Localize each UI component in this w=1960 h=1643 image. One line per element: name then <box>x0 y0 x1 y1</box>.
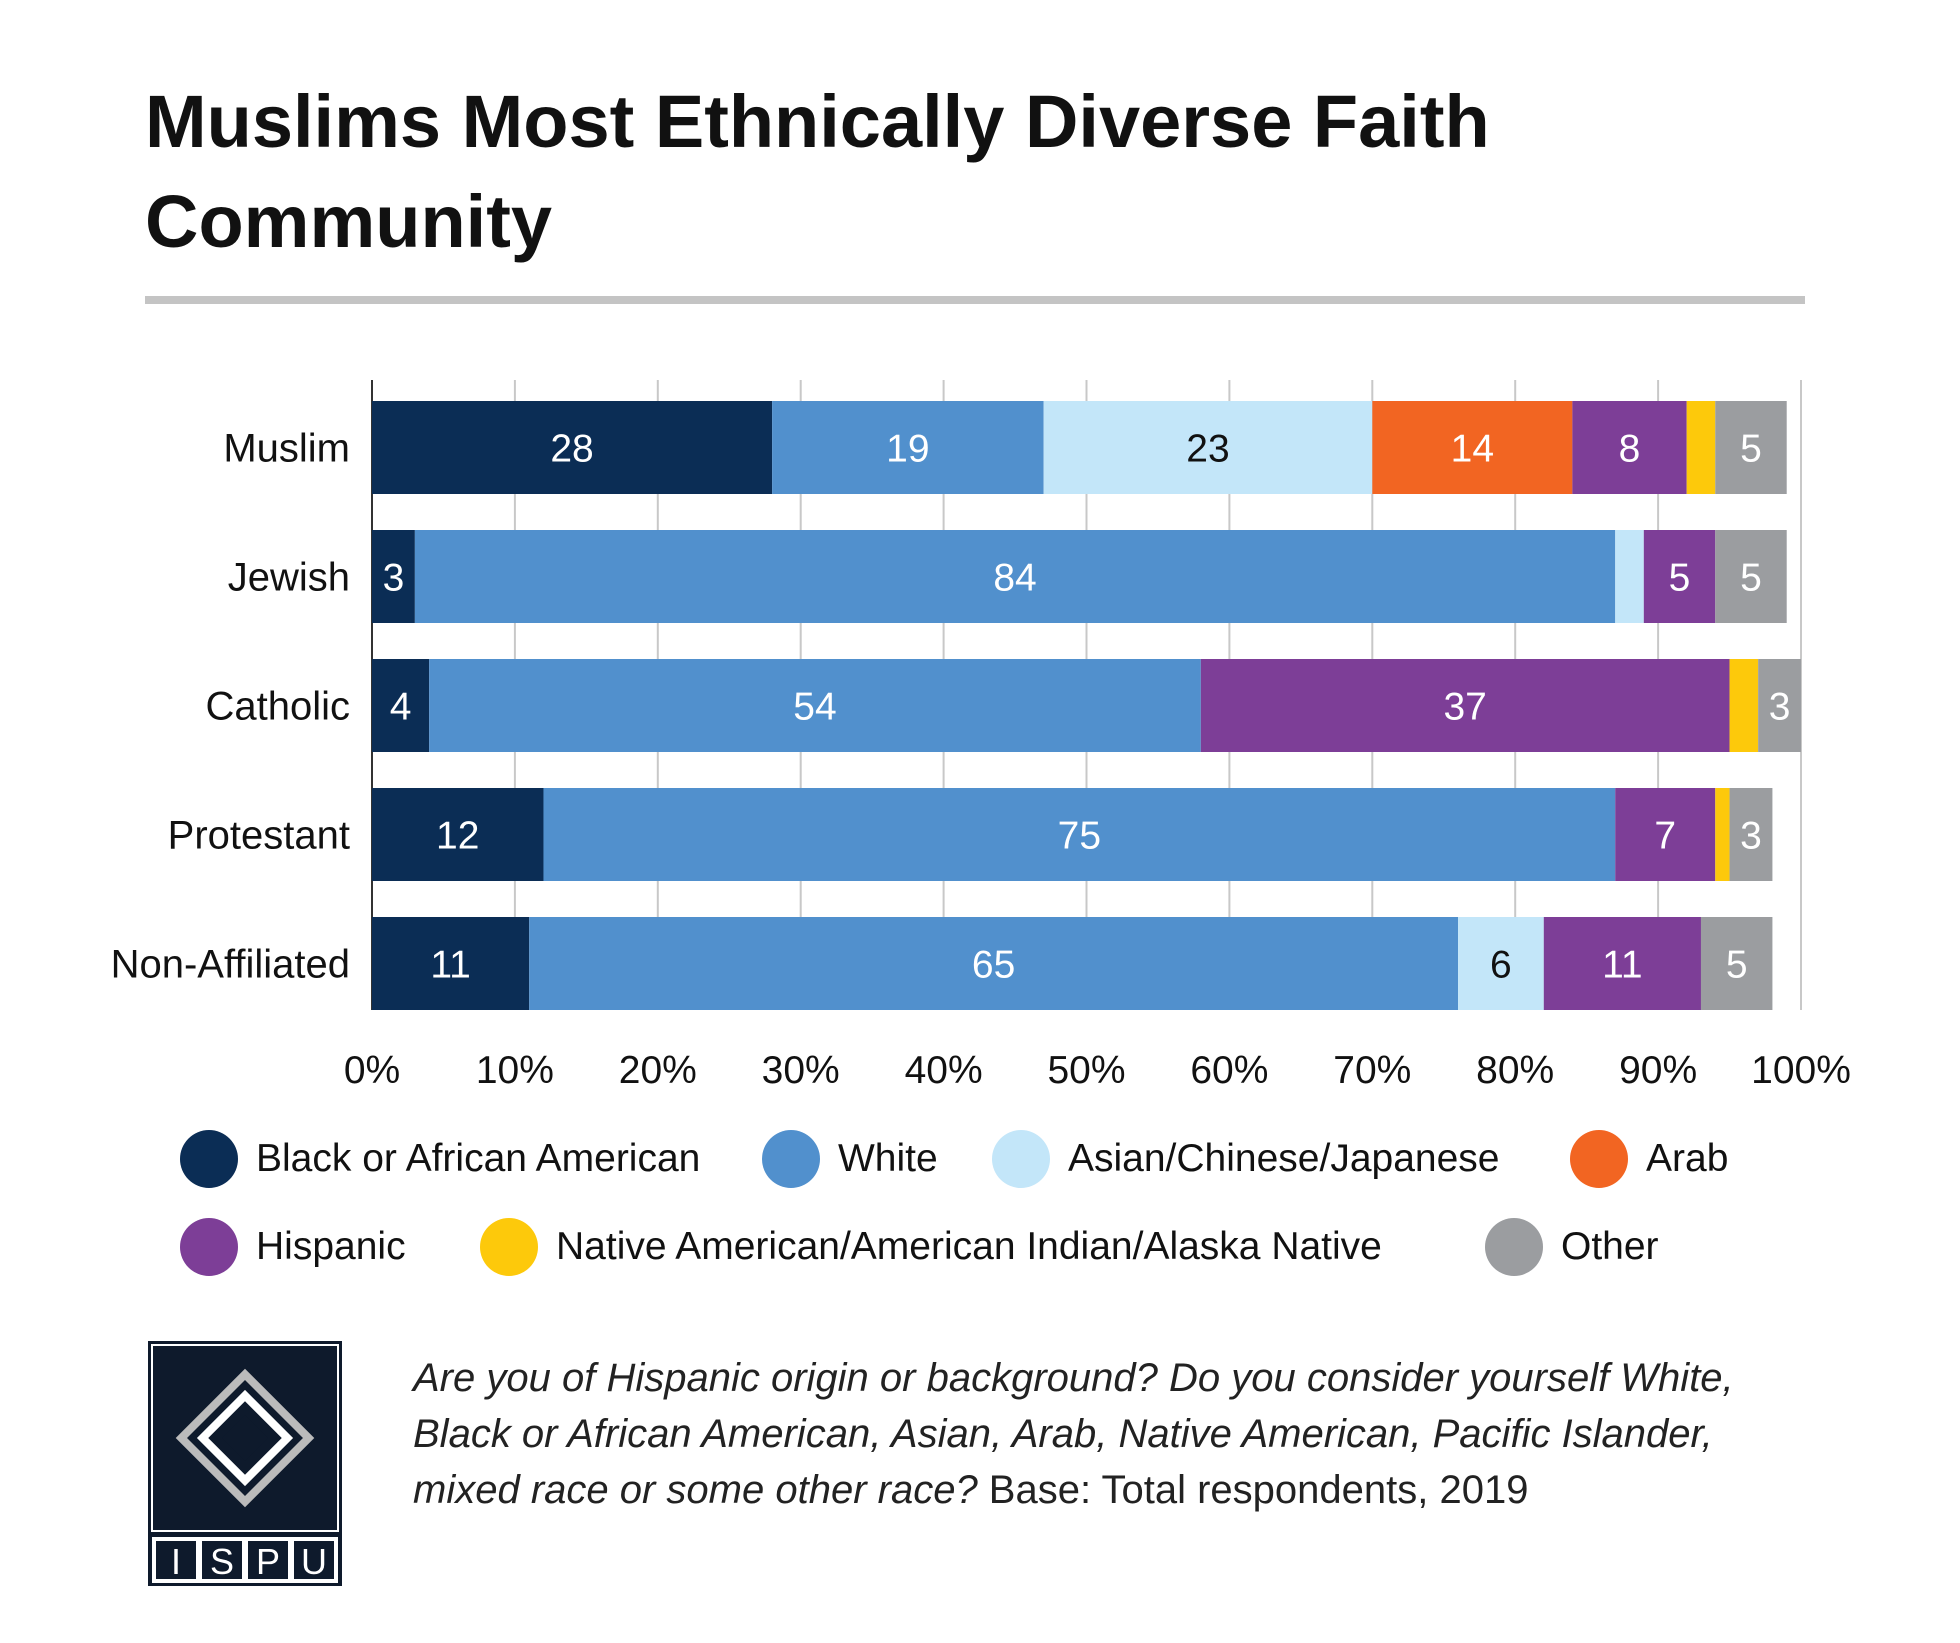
bar-segment <box>1043 401 1373 494</box>
category-label: Muslim <box>223 427 350 471</box>
data-label: 6 <box>1490 944 1512 987</box>
bar-segment <box>1686 401 1716 494</box>
data-label: 5 <box>1740 428 1762 471</box>
x-tick-label: 90% <box>1619 1049 1697 1092</box>
svg-text:S: S <box>210 1541 234 1582</box>
data-label: 19 <box>886 428 929 471</box>
data-label: 3 <box>383 557 405 600</box>
svg-text:U: U <box>301 1541 327 1582</box>
data-label: 28 <box>550 428 593 471</box>
category-label: Catholic <box>205 685 350 729</box>
survey-base: Base: Total respondents, 2019 <box>977 1468 1529 1512</box>
legend-label: Other <box>1561 1225 1659 1268</box>
bar-segment <box>529 917 1459 1010</box>
bar-segment <box>1458 917 1544 1010</box>
legend-item: Hispanic <box>180 1218 406 1276</box>
x-tick-label: 40% <box>905 1049 983 1092</box>
data-label: 65 <box>972 944 1015 987</box>
legend-item: White <box>762 1130 938 1188</box>
legend-swatch-icon <box>180 1218 238 1276</box>
legend-item: Other <box>1485 1218 1659 1276</box>
data-label: 11 <box>430 944 471 987</box>
bar-segment <box>372 917 530 1010</box>
bar-segment <box>372 401 773 494</box>
data-label: 54 <box>793 686 836 729</box>
bar-segment <box>1643 530 1716 623</box>
legend-label: White <box>838 1137 938 1180</box>
category-label: Jewish <box>228 556 350 600</box>
bar-segment <box>372 530 415 623</box>
bar-segment <box>1715 530 1787 623</box>
data-label: 3 <box>1769 686 1791 729</box>
legend-swatch-icon <box>480 1218 538 1276</box>
data-label: 8 <box>1619 428 1641 471</box>
bar-segment <box>1572 401 1687 494</box>
bar-segment <box>1715 401 1787 494</box>
x-tick-label: 60% <box>1190 1049 1268 1092</box>
legend-label: Native American/American Indian/Alaska N… <box>556 1225 1382 1268</box>
legend-item: Asian/Chinese/Japanese <box>992 1130 1499 1188</box>
x-tick-label: 20% <box>619 1049 697 1092</box>
bar-segment <box>1372 401 1573 494</box>
x-tick-label: 0% <box>344 1049 400 1092</box>
chart-title: Muslims Most Ethnically Diverse Faith Co… <box>145 80 1490 263</box>
bar-segment <box>1200 659 1730 752</box>
category-label: Protestant <box>168 814 350 858</box>
legend-swatch-icon <box>762 1130 820 1188</box>
category-label: Non-Affiliated <box>111 943 350 987</box>
survey-question: Are you of Hispanic origin or background… <box>413 1356 1734 1512</box>
x-tick-label: 10% <box>476 1049 554 1092</box>
survey-note: Are you of Hispanic origin or background… <box>413 1350 1813 1518</box>
data-label: 5 <box>1726 944 1748 987</box>
data-label: 12 <box>436 815 479 858</box>
bar-segment <box>1700 917 1773 1010</box>
bar-segment <box>1729 788 1773 881</box>
bar-segment <box>1543 917 1701 1010</box>
legend-swatch-icon <box>992 1130 1050 1188</box>
stacked-bar-chart: 0% 10% 20% 30% 40% 50% 60% 70% 80% 90% 100% Muslim 2… <box>111 380 1851 1092</box>
legend-label: Asian/Chinese/Japanese <box>1068 1137 1500 1180</box>
bar-segment <box>372 788 544 881</box>
data-label: 4 <box>390 686 412 729</box>
legend-swatch-icon <box>1570 1130 1628 1188</box>
data-label: 75 <box>1058 815 1101 858</box>
bar-segment <box>1715 788 1730 881</box>
title-divider <box>145 296 1805 304</box>
bar-segment <box>1615 530 1644 623</box>
data-label: 23 <box>1186 428 1229 471</box>
bar-segment <box>772 401 1044 494</box>
x-tick-label: 80% <box>1476 1049 1554 1092</box>
x-tick-label: 100% <box>1751 1049 1851 1092</box>
data-label: 84 <box>993 557 1036 600</box>
bar-segment <box>414 530 1616 623</box>
svg-text:I: I <box>171 1541 181 1582</box>
legend-label: Hispanic <box>256 1225 406 1268</box>
x-tick-label: 30% <box>762 1049 840 1092</box>
data-label: 37 <box>1443 686 1486 729</box>
data-label: 5 <box>1740 557 1762 600</box>
bar-segment <box>1615 788 1716 881</box>
data-label: 7 <box>1654 815 1676 858</box>
data-label: 3 <box>1740 815 1762 858</box>
data-label: 5 <box>1669 557 1691 600</box>
bar-segment <box>1729 659 1759 752</box>
bar-segment <box>429 659 1201 752</box>
legend-item: Arab <box>1570 1130 1728 1188</box>
x-tick-label: 70% <box>1333 1049 1411 1092</box>
bar-segment <box>1758 659 1801 752</box>
bar-segment <box>372 659 430 752</box>
data-label: 14 <box>1451 428 1494 471</box>
legend-label: Arab <box>1646 1137 1729 1180</box>
legend-label: Black or African American <box>256 1137 701 1180</box>
bar-segment <box>543 788 1616 881</box>
legend-swatch-icon <box>180 1130 238 1188</box>
legend-item: Native American/American Indian/Alaska N… <box>480 1218 1382 1276</box>
data-label: 11 <box>1602 944 1643 987</box>
legend-item: Black or African American <box>180 1130 700 1188</box>
x-tick-label: 50% <box>1047 1049 1125 1092</box>
svg-text:P: P <box>256 1541 280 1582</box>
legend-swatch-icon <box>1485 1218 1543 1276</box>
